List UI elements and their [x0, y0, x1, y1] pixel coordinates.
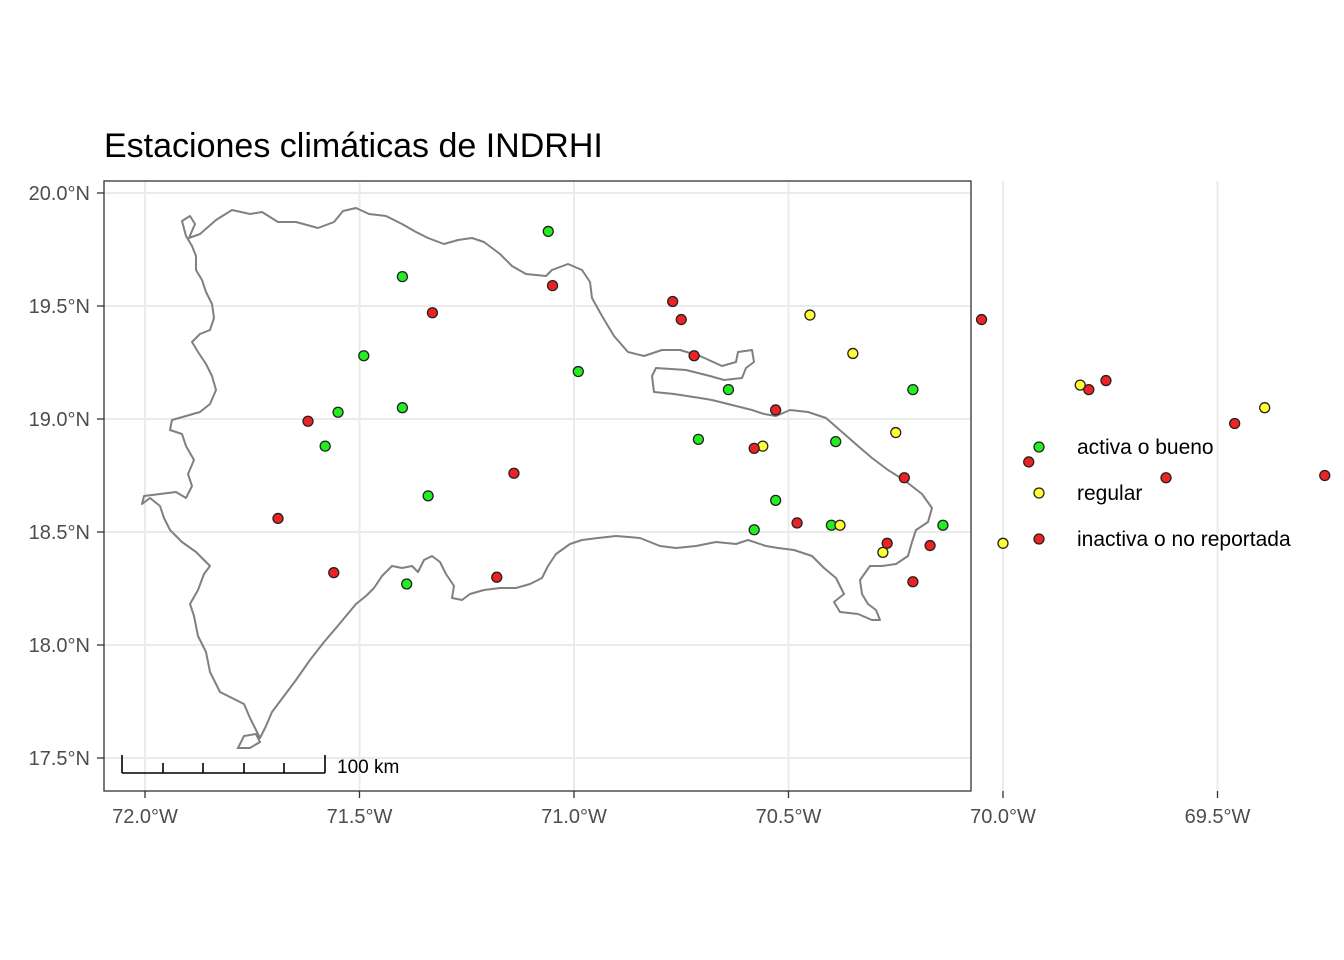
station-point	[491, 571, 503, 583]
station-point	[898, 472, 910, 484]
station-point	[881, 537, 893, 549]
plot-area	[103, 180, 1331, 792]
y-axis: 17.5°N 18.0°N 18.5°N 19.0°N 19.5°N 20.0°N	[29, 183, 104, 770]
station-point	[1023, 456, 1035, 468]
station-point	[924, 539, 936, 552]
station-point	[692, 433, 705, 445]
station-point	[748, 524, 760, 536]
station-point	[401, 578, 413, 590]
legend: activa o bueno regular inactiva o no repor…	[1033, 436, 1291, 551]
x-axis: 72.0°W71.5°W71.0°W70.5°W70.0°W69.5°W69.0…	[112, 791, 1251, 828]
y-tick-label-0: 17.5°N	[29, 748, 90, 770]
legend-key-1	[1033, 487, 1045, 499]
station-point	[319, 440, 331, 452]
x-tick-label-4: 70.0°W	[970, 806, 1036, 828]
station-point	[804, 309, 816, 321]
scale-bar-label: 100 km	[337, 757, 399, 778]
station-point	[675, 313, 687, 326]
station-point	[877, 546, 889, 558]
legend-item-1: regular	[1033, 482, 1142, 505]
x-tick-label-2: 71.0°W	[541, 806, 607, 828]
x-tick-label-1: 71.5°W	[327, 806, 393, 828]
legend-item-2: inactiva o no reportada	[1033, 528, 1291, 551]
station-point	[890, 426, 902, 439]
station-point	[975, 313, 988, 326]
station-point	[847, 347, 859, 360]
station-point	[272, 512, 284, 525]
station-point	[396, 402, 409, 414]
station-point	[1259, 402, 1271, 414]
station-point	[907, 576, 919, 588]
y-tick-label-5: 20.0°N	[29, 183, 90, 205]
x-tick-label-3: 70.5°W	[756, 806, 822, 828]
chart-title: Estaciones climáticas de INDRHI	[104, 127, 603, 165]
legend-item-0: activa o bueno	[1033, 436, 1214, 459]
dominican-republic-outline	[141, 207, 933, 739]
series-2	[272, 280, 1331, 588]
series-1	[757, 309, 1271, 558]
y-tick-label-3: 19.0°N	[29, 409, 90, 431]
station-point	[1319, 469, 1331, 482]
station-point	[769, 404, 782, 416]
y-tick-label-2: 18.5°N	[29, 522, 90, 544]
legend-key-2	[1033, 533, 1045, 545]
station-point	[688, 350, 700, 362]
station-point	[572, 365, 584, 378]
station-point	[937, 519, 949, 531]
y-tick-label-1: 18.0°N	[29, 635, 90, 657]
series-0	[319, 225, 949, 590]
plot-background	[104, 181, 971, 791]
legend-key-0	[1033, 441, 1045, 453]
legend-label-2: inactiva o no reportada	[1077, 528, 1291, 551]
station-point	[997, 537, 1009, 549]
scale-bar: 100 km	[121, 755, 399, 778]
station-point	[328, 567, 340, 579]
y-tick-label-4: 19.5°N	[29, 296, 90, 318]
plot-border	[103, 180, 972, 792]
station-point	[769, 494, 782, 507]
station-point	[748, 442, 760, 455]
station-point	[722, 383, 735, 396]
station-point	[358, 350, 370, 362]
station-point	[426, 307, 439, 319]
station-point	[1160, 472, 1172, 484]
x-tick-label-0: 72.0°W	[112, 806, 178, 828]
station-point	[1074, 379, 1086, 391]
station-point	[667, 295, 679, 308]
legend-label-0: activa o bueno	[1077, 436, 1214, 459]
station-point	[508, 467, 520, 479]
station-point	[830, 435, 842, 448]
station-point	[546, 280, 559, 292]
station-point	[1100, 374, 1112, 387]
station-point	[1229, 417, 1241, 430]
saona-island-outline	[236, 732, 262, 749]
station-point	[332, 406, 344, 418]
station-point	[396, 270, 409, 283]
station-point	[542, 225, 554, 238]
station-point	[1083, 383, 1095, 396]
station-point	[791, 517, 803, 529]
station-point	[907, 383, 919, 396]
x-tick-label-5: 69.5°W	[1185, 806, 1251, 828]
station-point	[302, 415, 314, 427]
station-points	[272, 225, 1331, 590]
station-point	[834, 519, 846, 531]
station-point	[422, 490, 434, 502]
legend-label-1: regular	[1077, 482, 1142, 505]
